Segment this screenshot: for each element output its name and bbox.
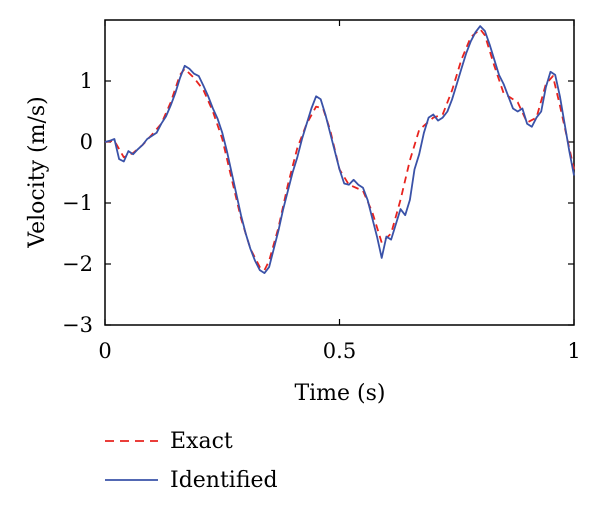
- series-line-identified: [104, 25, 575, 275]
- y-tick-label: 1: [80, 69, 93, 93]
- y-tick-label: −3: [62, 313, 93, 337]
- axis-tick-labels: 0 0.5 1 −3 −2 −1 0 1: [62, 69, 581, 363]
- y-tick-label: −1: [62, 191, 93, 215]
- legend-label-exact: Exact: [170, 429, 233, 454]
- y-axis-label: Velocity (m/s): [25, 96, 50, 249]
- plot-area: [104, 19, 575, 326]
- series-layer: [104, 25, 575, 275]
- legend: Exact Identified: [105, 429, 278, 493]
- x-axis-label: Time (s): [294, 381, 385, 406]
- y-tick-label: 0: [80, 130, 93, 154]
- legend-label-identified: Identified: [170, 468, 278, 493]
- x-tick-label: 0.5: [323, 339, 356, 363]
- x-tick-label: 1: [567, 339, 580, 363]
- x-tick-label: 0: [98, 339, 111, 363]
- y-tick-label: −2: [62, 252, 93, 276]
